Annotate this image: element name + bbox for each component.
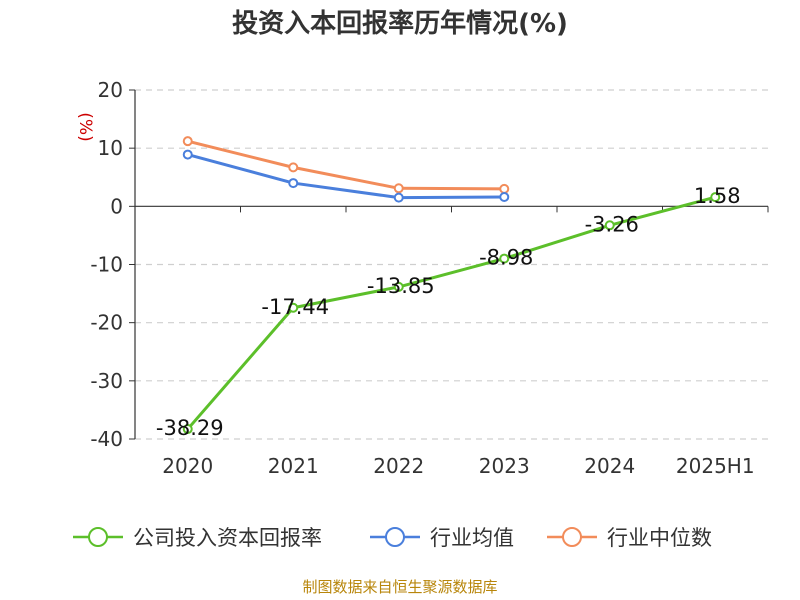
data-point bbox=[499, 192, 510, 203]
axes: 20 10 0 -10 -20 -30 -40 2020 2021 2022 2023 2024 202… bbox=[90, 78, 769, 478]
series-line-0 bbox=[186, 195, 716, 431]
data-point bbox=[288, 162, 299, 173]
data-point bbox=[710, 192, 721, 203]
data-label: -8.98 bbox=[479, 246, 533, 270]
y-tick-label: 10 bbox=[98, 136, 123, 160]
series-layer: -38.29 -17.44 -13.85 -8.98 -3.26 1.58 bbox=[156, 136, 741, 440]
data-point bbox=[288, 178, 299, 189]
data-point bbox=[393, 192, 404, 203]
gridlines bbox=[135, 89, 768, 440]
y-tick-label: -30 bbox=[90, 369, 123, 393]
data-label: -17.44 bbox=[261, 295, 329, 319]
x-tick-label: 2024 bbox=[584, 454, 635, 478]
data-source-note: 制图数据来自恒生聚源数据库 bbox=[302, 578, 497, 596]
legend: 公司投入资本回报率 行业均值 行业中位数 bbox=[73, 526, 712, 550]
x-tick-label: 2023 bbox=[479, 454, 530, 478]
data-point bbox=[182, 424, 193, 435]
y-tick-label: 20 bbox=[98, 78, 123, 102]
legend-label: 公司投入资本回报率 bbox=[133, 526, 322, 550]
data-point bbox=[393, 183, 404, 194]
data-point bbox=[182, 136, 193, 147]
data-point bbox=[499, 253, 510, 264]
x-tick-label: 2021 bbox=[268, 454, 319, 478]
data-point bbox=[182, 149, 193, 160]
x-tick-label: 2020 bbox=[162, 454, 213, 478]
legend-marker bbox=[562, 527, 582, 547]
x-tick-label: 2025H1 bbox=[676, 454, 755, 478]
x-tick-label: 2022 bbox=[373, 454, 424, 478]
series-line-2 bbox=[187, 139, 505, 191]
data-label: -13.85 bbox=[367, 274, 435, 298]
data-point bbox=[604, 220, 615, 231]
y-tick-label: -10 bbox=[90, 253, 123, 277]
data-label: 1.58 bbox=[694, 184, 741, 208]
data-label: -38.29 bbox=[156, 416, 224, 440]
legend-marker bbox=[88, 527, 108, 547]
legend-label: 行业中位数 bbox=[607, 526, 712, 550]
y-tick-label: -40 bbox=[90, 427, 123, 451]
chart-title: 投资入本回报率历年情况(%) bbox=[232, 8, 568, 39]
data-label: -3.26 bbox=[585, 212, 639, 236]
y-tick-label: 0 bbox=[110, 194, 123, 218]
data-point bbox=[393, 281, 404, 292]
y-tick-label: -20 bbox=[90, 311, 123, 335]
legend-label: 行业均值 bbox=[430, 526, 514, 550]
series-line-1 bbox=[187, 153, 505, 200]
legend-marker bbox=[385, 527, 405, 547]
y-axis-unit-label: (%) bbox=[75, 112, 95, 141]
data-point bbox=[288, 302, 299, 313]
data-point bbox=[499, 183, 510, 194]
